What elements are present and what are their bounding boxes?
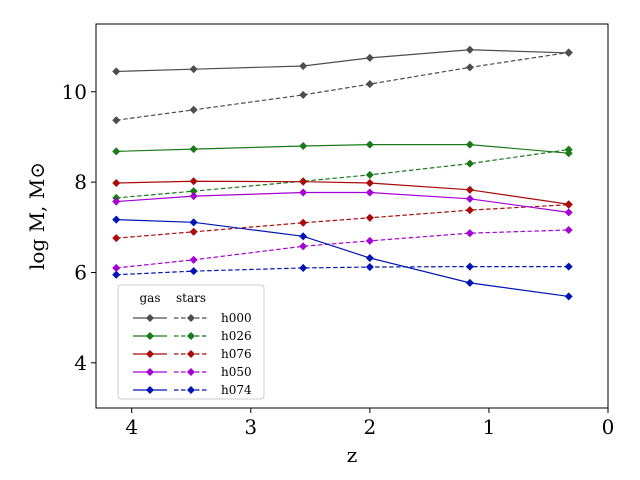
legend-marker-gas-h050 bbox=[145, 367, 155, 377]
data-point-h074-stars-2 bbox=[299, 263, 308, 272]
data-point-h000-stars-0 bbox=[112, 116, 121, 125]
data-point-h076-gas-1 bbox=[189, 177, 198, 186]
series-line-h076-gas bbox=[116, 180, 569, 205]
series-line-h076-stars bbox=[116, 204, 569, 239]
data-point-h000-stars-2 bbox=[299, 90, 308, 99]
x-tick-label: 2 bbox=[363, 415, 376, 439]
legend-marker-gas-h026 bbox=[145, 331, 155, 341]
data-point-h050-gas-0 bbox=[112, 197, 121, 206]
data-point-h026-stars-3 bbox=[365, 170, 374, 179]
series-line-h050-stars bbox=[116, 229, 569, 269]
legend-label-h076: h076 bbox=[221, 347, 252, 361]
x-tick-label: 0 bbox=[602, 415, 615, 439]
data-point-h074-stars-3 bbox=[365, 263, 374, 272]
legend-box bbox=[117, 284, 265, 400]
y-axis-title: log M, M⊙ bbox=[25, 162, 49, 270]
series-line-h000-stars bbox=[116, 51, 569, 121]
plot-frame bbox=[95, 23, 609, 409]
data-point-h000-gas-4 bbox=[465, 45, 474, 54]
legend-marker-stars-h074 bbox=[186, 385, 196, 395]
legend-marker-gas-h074 bbox=[145, 385, 155, 395]
data-point-h026-gas-5 bbox=[564, 149, 573, 158]
data-point-h000-gas-3 bbox=[365, 53, 374, 62]
data-point-h050-gas-4 bbox=[465, 194, 474, 203]
data-point-h074-gas-0 bbox=[112, 215, 121, 224]
data-point-h026-gas-1 bbox=[189, 145, 198, 154]
y-tick-label: 6 bbox=[74, 260, 87, 284]
data-point-h076-gas-3 bbox=[365, 178, 374, 188]
legend-marker-gas-h076 bbox=[145, 349, 155, 359]
series-line-h026-stars bbox=[116, 148, 569, 199]
legend-label-h074: h074 bbox=[221, 383, 252, 397]
data-point-h026-gas-3 bbox=[365, 140, 374, 149]
legend-marker-stars-h000 bbox=[186, 313, 196, 323]
data-point-h026-gas-0 bbox=[112, 147, 121, 156]
x-tick-label: 4 bbox=[125, 415, 138, 439]
y-tick-label: 4 bbox=[74, 351, 87, 375]
data-point-h000-stars-1 bbox=[189, 105, 198, 114]
series-line-h026-gas bbox=[116, 144, 569, 154]
data-point-h050-gas-5 bbox=[564, 208, 573, 217]
data-point-h026-stars-4 bbox=[465, 159, 474, 168]
data-point-h076-stars-3 bbox=[365, 213, 374, 222]
data-layer bbox=[112, 45, 573, 301]
data-point-h074-gas-3 bbox=[365, 253, 374, 263]
x-tick-label: 1 bbox=[483, 415, 496, 439]
data-point-h050-stars-3 bbox=[365, 236, 374, 245]
data-point-h076-gas-4 bbox=[465, 185, 474, 194]
data-point-h074-gas-2 bbox=[299, 232, 308, 241]
data-point-h050-gas-3 bbox=[365, 188, 374, 197]
data-point-h074-stars-5 bbox=[564, 262, 573, 271]
data-point-h000-gas-2 bbox=[299, 61, 308, 71]
series-line-h000-gas bbox=[116, 49, 569, 73]
data-point-h050-stars-4 bbox=[465, 229, 474, 238]
data-point-h026-gas-2 bbox=[299, 141, 308, 151]
legend-label-h050: h050 bbox=[221, 365, 252, 379]
data-point-h050-gas-1 bbox=[189, 192, 198, 201]
legend-marker-stars-h076 bbox=[186, 349, 196, 359]
data-point-h000-gas-0 bbox=[112, 67, 121, 76]
data-point-h074-stars-1 bbox=[189, 267, 198, 276]
legend-marker-gas-h000 bbox=[145, 313, 155, 323]
data-point-h074-gas-4 bbox=[465, 278, 474, 287]
series-line-h074-stars bbox=[116, 265, 569, 276]
data-point-h076-gas-2 bbox=[299, 177, 308, 186]
data-point-h076-stars-1 bbox=[189, 227, 198, 236]
legend-label-h026: h026 bbox=[221, 329, 252, 343]
legend-label-h000: h000 bbox=[221, 311, 252, 325]
data-point-h074-gas-5 bbox=[564, 292, 573, 301]
y-tick-label: 10 bbox=[62, 80, 87, 104]
x-axis-title: z bbox=[347, 443, 358, 467]
data-point-h076-stars-2 bbox=[299, 218, 308, 227]
legend-header-stars: stars bbox=[176, 291, 206, 305]
legend-marker-stars-h026 bbox=[186, 331, 196, 341]
data-point-h050-gas-2 bbox=[299, 188, 308, 197]
data-point-h076-gas-5 bbox=[564, 200, 573, 209]
data-point-h076-stars-0 bbox=[112, 234, 121, 243]
data-point-h074-stars-4 bbox=[465, 262, 474, 271]
data-point-h026-gas-4 bbox=[465, 140, 474, 149]
data-point-h000-gas-5 bbox=[564, 48, 573, 57]
y-tick-label: 8 bbox=[74, 170, 87, 194]
data-point-h050-stars-2 bbox=[299, 242, 308, 251]
data-point-h000-stars-3 bbox=[365, 80, 374, 89]
data-point-h050-stars-1 bbox=[189, 255, 198, 264]
legend-header-gas: gas bbox=[140, 291, 161, 305]
series-line-h050-gas bbox=[116, 191, 569, 213]
legend: gas stars h000 h026 h076 h050 h074 bbox=[117, 284, 265, 400]
data-point-h000-gas-1 bbox=[189, 65, 198, 74]
data-point-h000-stars-4 bbox=[465, 63, 474, 72]
data-point-h076-stars-4 bbox=[465, 206, 474, 215]
series-line-h074-gas bbox=[116, 219, 569, 298]
data-point-h074-gas-1 bbox=[189, 218, 198, 227]
data-point-h076-gas-0 bbox=[112, 178, 121, 188]
x-tick-label: 3 bbox=[244, 415, 257, 439]
legend-marker-stars-h050 bbox=[186, 367, 196, 377]
data-point-h074-stars-0 bbox=[112, 270, 121, 279]
data-point-h050-stars-5 bbox=[564, 225, 573, 235]
